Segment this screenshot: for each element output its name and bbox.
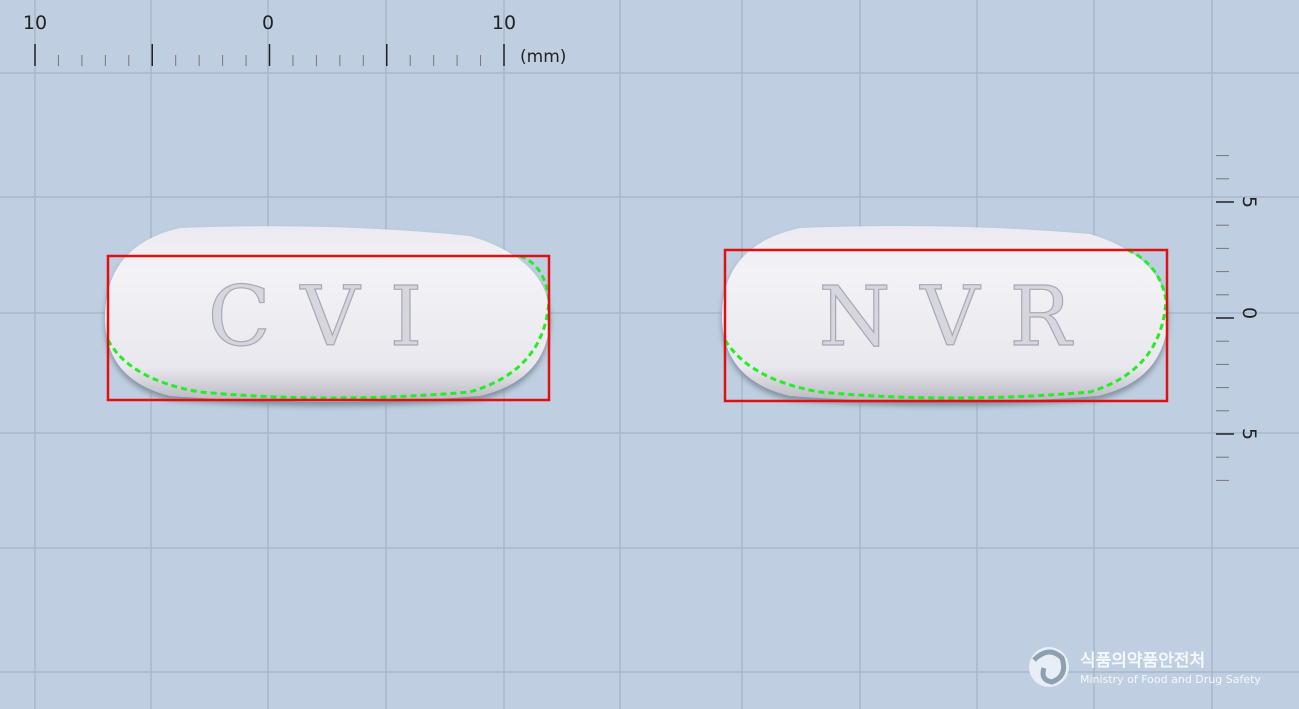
ruler-unit: (mm) — [520, 47, 566, 67]
pill: CVI — [105, 226, 551, 402]
ruler-label: 5 — [1238, 428, 1260, 440]
pill: NVR — [722, 226, 1169, 403]
contour — [723, 248, 1168, 400]
ruler-label: 10 — [492, 12, 516, 34]
bounding-box — [106, 254, 551, 402]
ruler-label: 10 — [23, 12, 47, 34]
pill-imprint: NVR — [819, 270, 1102, 365]
logo-english: Ministry of Food and Drug Safety — [1080, 673, 1261, 686]
ruler — [34, 44, 1234, 481]
pill-imprint: CVI — [208, 270, 452, 365]
ruler-label: 0 — [262, 12, 274, 34]
ruler-label: 0 — [1238, 307, 1260, 319]
logo-name: 식품의약품안전처 — [1080, 650, 1205, 671]
bounding-box — [723, 248, 1169, 403]
logo: 식품의약품안전처 Ministry of Food and Drug Safet… — [1029, 647, 1261, 687]
ruler-label: 5 — [1238, 196, 1260, 208]
